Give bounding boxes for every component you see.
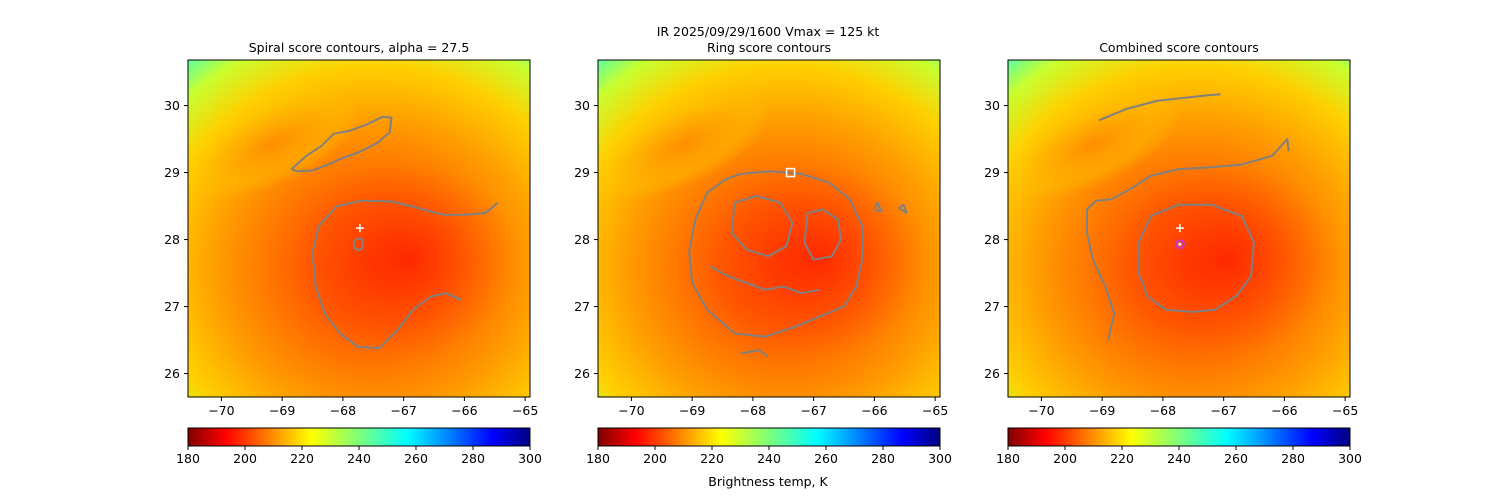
- y-tick-label: 26: [574, 366, 590, 381]
- colorbar: [187, 427, 531, 447]
- colorbar-tick-label: 200: [233, 451, 257, 466]
- y-tick-label: 29: [164, 165, 180, 180]
- score-contour: [352, 237, 364, 252]
- storm-core: [1117, 163, 1338, 354]
- y-tick-label: 30: [984, 98, 1000, 113]
- colorbar-tick-label: 280: [461, 451, 485, 466]
- y-tick-label: 27: [984, 299, 1000, 314]
- score-contour: [688, 170, 864, 338]
- panel-1: Spiral score contours, alpha = 27.5 −70 −6…: [164, 40, 542, 466]
- y-tick-label: 29: [984, 165, 1000, 180]
- score-contour: [1098, 93, 1221, 122]
- y-tick-label: 27: [164, 299, 180, 314]
- panel-3: Combined score contours −70 −69 −68 −67 −66 −6…: [984, 40, 1362, 466]
- y-tick-label: 28: [984, 232, 1000, 247]
- x-tick-label: −68: [330, 403, 356, 418]
- panel-title: Combined score contours: [1099, 40, 1259, 55]
- x-tick-label: −67: [1210, 403, 1236, 418]
- colorbar-tick-label: 300: [1338, 451, 1362, 466]
- panel-title: Spiral score contours, alpha = 27.5: [249, 40, 470, 55]
- colorbar-tick-label: 220: [290, 451, 314, 466]
- colorbar: [597, 427, 941, 447]
- x-tick-label: −67: [800, 403, 826, 418]
- spiral-band: [1008, 90, 1182, 199]
- colorbar-tick-label: 180: [586, 451, 610, 466]
- colorbar: [1007, 427, 1351, 447]
- x-tick-label: −69: [679, 403, 705, 418]
- score-contour: [803, 208, 842, 261]
- colorbar-tick-label: 200: [1053, 451, 1077, 466]
- figure-suptitle: IR 2025/09/29/1600 Vmax = 125 kt: [657, 24, 880, 39]
- brightness-temp-field: [598, 60, 940, 397]
- y-tick-label: 30: [164, 98, 180, 113]
- score-contour: [730, 195, 794, 258]
- score-contour: [873, 201, 883, 213]
- x-tick-label: −70: [1028, 403, 1054, 418]
- y-tick-label: 27: [574, 299, 590, 314]
- score-contour: [740, 349, 769, 358]
- colorbar-tick-label: 260: [814, 451, 838, 466]
- colorbar-tick-label: 240: [347, 451, 371, 466]
- brightness-temp-field: [1008, 60, 1350, 397]
- x-tick-label: −70: [618, 403, 644, 418]
- x-tick-label: −68: [740, 403, 766, 418]
- spiral-band: [598, 90, 772, 199]
- colorbar-tick-label: 240: [1167, 451, 1191, 466]
- colorbar-tick-label: 180: [176, 451, 200, 466]
- axes-frame: [187, 59, 531, 398]
- x-tick-label: −65: [1332, 403, 1358, 418]
- colorbar-tick-label: 280: [871, 451, 895, 466]
- x-tick-label: −69: [269, 403, 295, 418]
- y-tick-label: 29: [574, 165, 590, 180]
- center-plus-marker: [355, 224, 364, 233]
- score-contour: [1137, 203, 1255, 313]
- colorbar-tick-label: 260: [1224, 451, 1248, 466]
- axes-frame: [1007, 59, 1351, 398]
- colorbar-tick-label: 180: [996, 451, 1020, 466]
- x-tick-label: −66: [1271, 403, 1297, 418]
- ring-center-marker: [785, 167, 796, 178]
- panel-2: Ring score contours −70 −69 −68 −67 −66 −65 26 2…: [574, 40, 952, 466]
- brightness-temp-field: [188, 60, 530, 397]
- y-tick-label: 30: [574, 98, 590, 113]
- y-tick-label: 28: [574, 232, 590, 247]
- score-contour: [290, 115, 393, 173]
- colorbar-tick-label: 200: [643, 451, 667, 466]
- center-plus-marker: [1175, 224, 1184, 233]
- combined-center-marker: [1174, 239, 1185, 250]
- colorbar-label: Brightness temp, K: [708, 474, 828, 489]
- x-tick-label: −69: [1089, 403, 1115, 418]
- axes-frame: [597, 59, 941, 398]
- colorbar-tick-label: 240: [757, 451, 781, 466]
- score-contour: [898, 203, 908, 214]
- x-tick-label: −65: [922, 403, 948, 418]
- storm-core: [297, 163, 518, 354]
- x-tick-label: −65: [512, 403, 538, 418]
- panel-title: Ring score contours: [707, 40, 831, 55]
- x-tick-label: −68: [1150, 403, 1176, 418]
- y-tick-label: 26: [164, 366, 180, 381]
- x-tick-label: −70: [208, 403, 234, 418]
- colorbar-tick-label: 280: [1281, 451, 1305, 466]
- score-contour: [1086, 138, 1290, 341]
- colorbar-tick-label: 220: [700, 451, 724, 466]
- colorbar-tick-label: 220: [1110, 451, 1134, 466]
- y-tick-label: 28: [164, 232, 180, 247]
- x-tick-label: −66: [451, 403, 477, 418]
- x-tick-label: −67: [390, 403, 416, 418]
- colorbar-tick-label: 300: [928, 451, 952, 466]
- x-tick-label: −66: [861, 403, 887, 418]
- y-tick-label: 26: [984, 366, 1000, 381]
- spiral-band: [188, 90, 362, 199]
- colorbar-tick-label: 260: [404, 451, 428, 466]
- combined-center-dot: [1178, 242, 1182, 246]
- score-contour: [311, 199, 499, 350]
- colorbar-tick-label: 300: [518, 451, 542, 466]
- score-contour: [709, 265, 820, 295]
